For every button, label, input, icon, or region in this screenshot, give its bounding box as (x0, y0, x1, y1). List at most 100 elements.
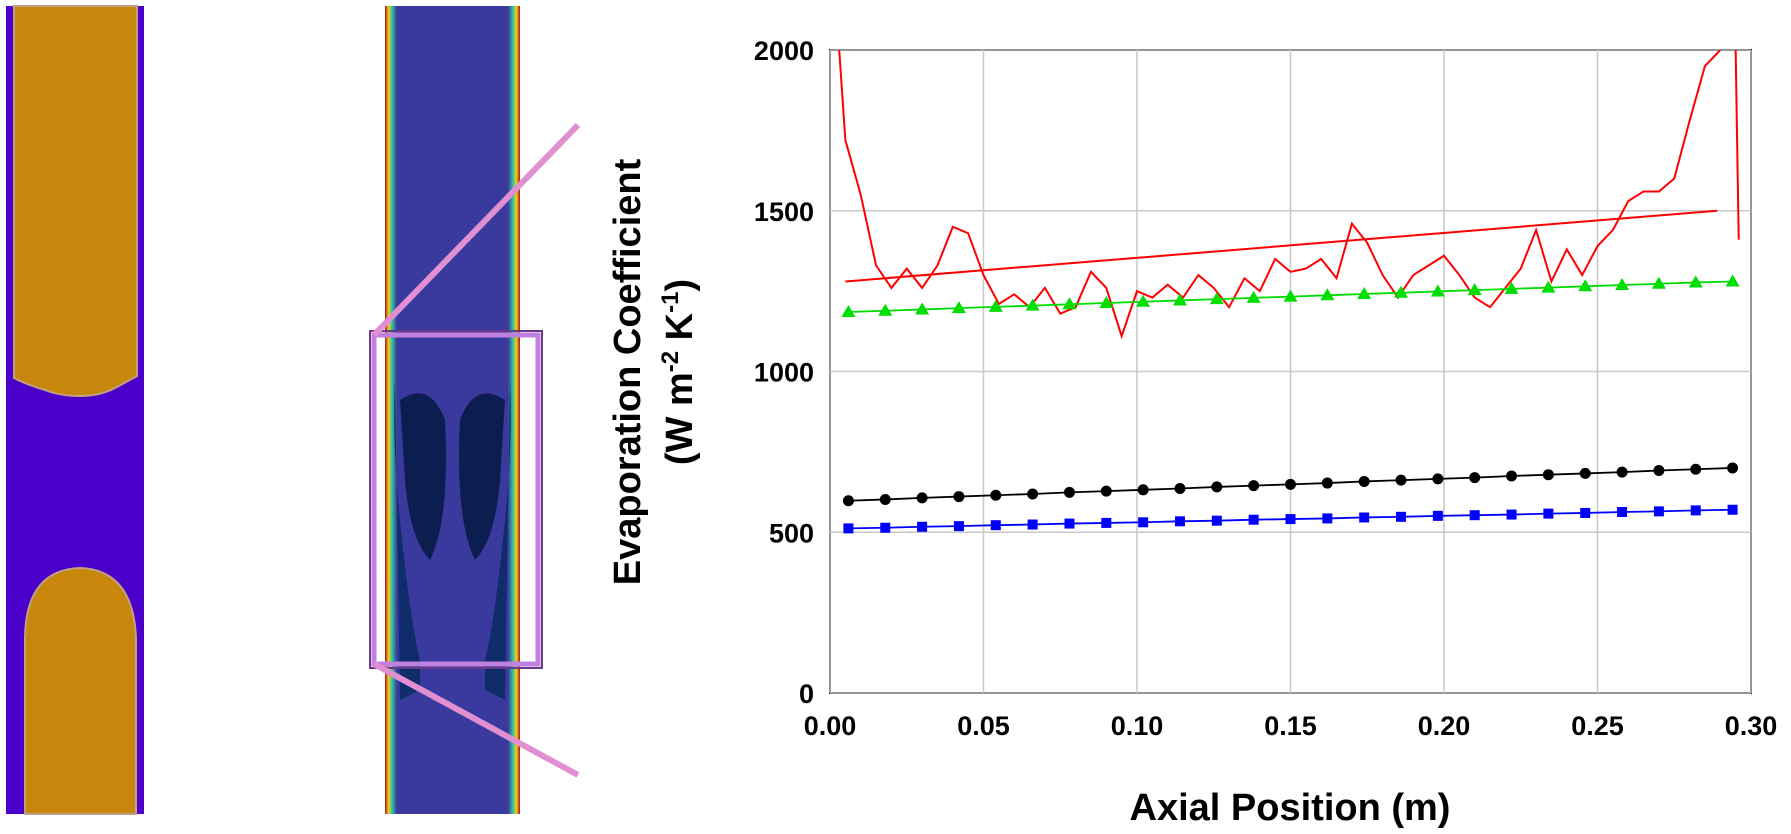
unit: K (659, 312, 701, 351)
x-axis-label: Axial Position (m) (1130, 787, 1451, 829)
marker (1615, 278, 1630, 291)
marker (1174, 483, 1186, 495)
marker (988, 299, 1003, 312)
x-tick-label: 0.30 (1725, 711, 1778, 741)
marker (1285, 478, 1296, 490)
marker (916, 492, 928, 504)
marker (953, 521, 964, 532)
marker (1138, 517, 1149, 528)
series-line (838, 50, 1740, 340)
y-tick-label: 0 (799, 679, 814, 709)
marker (879, 493, 891, 505)
marker (951, 301, 966, 314)
marker (1027, 488, 1039, 500)
x-tick-label: 0.10 (1111, 711, 1164, 741)
unit: ) (659, 279, 701, 292)
x-tick-label: 0.20 (1418, 711, 1471, 741)
marker (1283, 289, 1298, 302)
marker (1211, 481, 1223, 493)
marker (1172, 293, 1187, 306)
marker (1100, 485, 1112, 497)
unit: (W m (659, 372, 701, 465)
marker (1174, 516, 1185, 527)
marker (1064, 518, 1075, 529)
marker (1690, 505, 1701, 516)
marker (1322, 513, 1333, 524)
marker (1246, 290, 1261, 303)
x-tick-label: 0.05 (957, 711, 1010, 741)
unit-exponent: -2 (657, 351, 684, 372)
marker (1321, 477, 1333, 489)
marker (1432, 473, 1444, 485)
y-axis-label-line2: (W m-2 K-1) (657, 279, 701, 465)
marker (1578, 279, 1593, 292)
marker (1727, 462, 1739, 474)
marker (878, 303, 893, 316)
marker (1396, 511, 1407, 522)
marker (1062, 297, 1077, 310)
marker (843, 523, 854, 534)
marker (1357, 287, 1372, 300)
marker (1653, 506, 1664, 517)
marker (1725, 274, 1740, 287)
marker (1025, 298, 1040, 311)
marker (1430, 284, 1445, 297)
series-line (845, 209, 1718, 283)
marker (1541, 280, 1556, 293)
y-tick-label: 500 (769, 518, 814, 548)
marker (1063, 486, 1075, 498)
marker (842, 495, 854, 507)
marker (1248, 480, 1260, 492)
marker (1467, 283, 1482, 296)
y-tick-label: 1500 (754, 197, 814, 227)
marker (1727, 504, 1738, 515)
marker (1211, 515, 1222, 526)
marker (917, 521, 928, 532)
plot-area: 0.00 0.05 0.10 0.15 0.20 0.25 0.30 0 500 1000 1500… (754, 36, 1777, 741)
y-axis-label: Evaporation Coefficient (W m-2 K-1) (607, 158, 701, 585)
y-axis-label-line1: Evaporation Coefficient (607, 158, 649, 585)
marker (1617, 506, 1628, 517)
marker (953, 491, 965, 503)
marker (1285, 514, 1296, 525)
marker (1027, 519, 1038, 530)
marker (1209, 292, 1224, 305)
marker (1320, 288, 1335, 301)
marker (915, 302, 930, 315)
marker (880, 522, 891, 533)
marker (1651, 276, 1666, 289)
marker (990, 489, 1002, 501)
series-layer (838, 50, 1740, 534)
marker (1504, 281, 1519, 294)
marker (1469, 472, 1481, 484)
marker (1542, 469, 1554, 481)
marker (1653, 465, 1665, 477)
marker (1099, 296, 1114, 309)
y-tick-label: 1000 (754, 358, 814, 388)
marker (1137, 484, 1149, 496)
x-tick-label: 0.15 (1264, 711, 1317, 741)
marker (1616, 466, 1628, 478)
y-tick-label: 2000 (754, 36, 814, 66)
contour-image (369, 6, 581, 814)
marker (1359, 512, 1370, 523)
slug-image (6, 5, 144, 815)
marker (1579, 467, 1591, 479)
marker (841, 305, 856, 318)
unit-exponent: -1 (657, 292, 684, 313)
marker (1506, 470, 1518, 482)
marker (1358, 475, 1370, 487)
marker (1506, 509, 1517, 520)
marker (1136, 294, 1151, 307)
marker (1580, 507, 1591, 518)
marker (1395, 474, 1407, 486)
marker (1688, 275, 1703, 288)
marker (1394, 285, 1409, 298)
x-tick-label: 0.25 (1571, 711, 1624, 741)
x-tick-label: 0.00 (804, 711, 857, 741)
marker (1469, 510, 1480, 521)
marker (1432, 510, 1443, 521)
marker (1690, 463, 1702, 475)
marker (1248, 514, 1259, 525)
